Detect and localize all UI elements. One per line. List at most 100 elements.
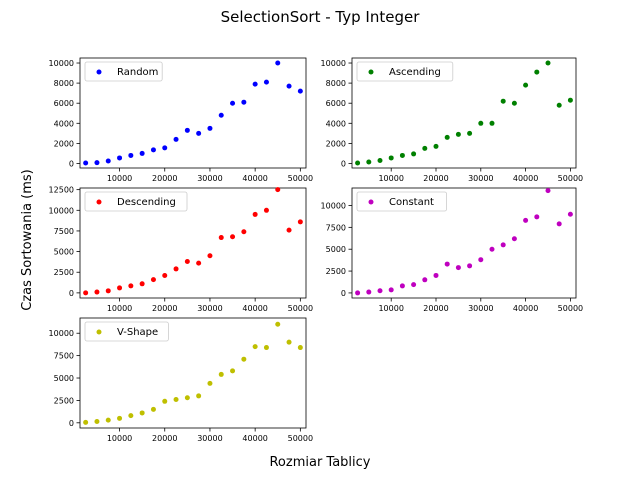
legend: Random: [84, 61, 163, 82]
x-tick-label: 40000: [242, 304, 267, 313]
legend-marker: [96, 199, 102, 205]
x-tick-label: 20000: [152, 304, 177, 313]
data-point: [444, 261, 450, 267]
data-point: [117, 155, 123, 161]
legend-label: Constant: [389, 197, 434, 208]
data-point: [230, 234, 236, 240]
data-point: [241, 99, 247, 105]
data-point: [567, 97, 573, 103]
y-tick-label: 0: [341, 289, 346, 298]
data-point: [207, 380, 213, 386]
legend-frame: [84, 191, 188, 212]
data-point: [556, 102, 562, 108]
x-tick-label: 50000: [288, 174, 313, 183]
legend: V-Shape: [84, 321, 169, 342]
data-point: [117, 285, 123, 291]
data-point: [297, 219, 303, 225]
data-point: [467, 130, 473, 136]
legend-label: Ascending: [389, 67, 441, 78]
data-point: [500, 242, 506, 248]
y-tick-label: 2500: [54, 268, 74, 277]
x-axis-label: Rozmiar Tablicy: [269, 455, 370, 470]
data-point: [105, 288, 111, 294]
data-point: [241, 356, 247, 362]
data-point: [218, 235, 224, 241]
data-point: [230, 368, 236, 374]
data-point: [83, 160, 89, 166]
data-point: [433, 272, 439, 278]
data-point: [275, 60, 281, 66]
data-point: [218, 371, 224, 377]
y-tick-label: 10000: [49, 329, 74, 338]
legend-marker: [368, 199, 374, 205]
data-point: [241, 229, 247, 235]
y-tick-label: 10000: [49, 206, 74, 215]
data-point: [83, 290, 89, 296]
y-tick-label: 6000: [54, 99, 74, 108]
y-tick-label: 7500: [54, 227, 74, 236]
data-point: [355, 160, 361, 166]
x-tick-label: 50000: [288, 304, 313, 313]
legend-label: V-Shape: [117, 327, 158, 338]
legend-frame: [356, 191, 447, 212]
y-tick-label: 8000: [54, 79, 74, 88]
y-tick-label: 8000: [326, 79, 346, 88]
axes-frame: [79, 317, 307, 429]
x-tick-label: 30000: [197, 434, 222, 443]
data-point: [286, 83, 292, 89]
legend-marker: [368, 69, 374, 75]
x-tick-label: 20000: [152, 434, 177, 443]
x-tick-label: 10000: [107, 434, 132, 443]
data-point: [263, 345, 269, 351]
data-point: [218, 112, 224, 118]
data-point: [489, 120, 495, 126]
y-tick-label: 5000: [54, 374, 74, 383]
y-tick-label: 7500: [326, 223, 346, 232]
subplot-5: 10000 20000 30000 40000 50000 0 2500 5000 7500 10…: [49, 317, 313, 443]
x-tick-label: 40000: [242, 174, 267, 183]
y-tick-label: 2500: [326, 267, 346, 276]
y-tick-label: 6000: [326, 99, 346, 108]
y-tick-label: 2000: [326, 139, 346, 148]
data-point: [366, 159, 372, 165]
legend-label: Random: [117, 67, 158, 78]
x-tick-label: 30000: [468, 174, 493, 183]
x-tick-label: 10000: [107, 304, 132, 313]
data-point: [150, 277, 156, 283]
data-point: [478, 120, 484, 126]
x-tick-label: 30000: [468, 304, 493, 313]
data-point: [252, 81, 258, 87]
data-point: [455, 265, 461, 271]
data-point: [411, 151, 417, 157]
data-point: [139, 281, 145, 287]
data-point: [263, 79, 269, 85]
data-point: [286, 227, 292, 233]
y-tick-label: 0: [69, 159, 74, 168]
data-point: [207, 253, 213, 259]
data-point: [556, 221, 562, 227]
axes-frame: [351, 187, 577, 299]
data-point: [105, 158, 111, 164]
y-tick-label: 12500: [49, 186, 74, 195]
data-point: [162, 273, 168, 279]
x-tick-label: 40000: [513, 174, 538, 183]
data-point: [523, 82, 529, 88]
legend-marker: [96, 69, 102, 75]
data-point: [511, 236, 517, 242]
data-point: [489, 246, 495, 252]
x-tick-label: 40000: [242, 434, 267, 443]
data-point: [275, 321, 281, 327]
legend: Descending: [84, 191, 188, 212]
x-tick-label: 40000: [513, 304, 538, 313]
data-point: [83, 419, 89, 425]
data-point: [500, 98, 506, 104]
data-point: [422, 277, 428, 283]
legend-label: Descending: [117, 197, 176, 208]
data-point: [377, 157, 383, 163]
data-point: [128, 283, 134, 289]
y-axis-label: Czas Sortowania (ms): [20, 169, 35, 311]
subplot-2: 10000 20000 30000 40000 50000 0 2000 4000 6000 80…: [321, 57, 583, 183]
data-point: [433, 143, 439, 149]
data-point: [523, 217, 529, 223]
data-point: [252, 211, 258, 217]
